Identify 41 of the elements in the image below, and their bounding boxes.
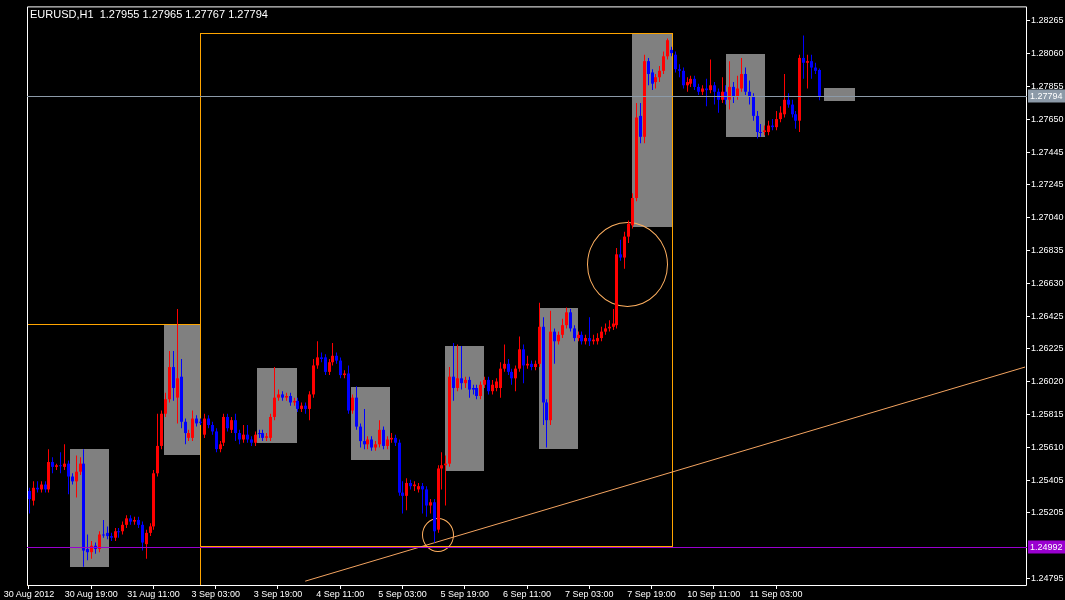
candlestick [59,452,62,474]
x-tick-label: 3 Sep 03:00 [191,588,240,599]
candlestick [460,346,463,390]
x-tick-label: 5 Sep 19:00 [440,588,490,599]
y-tick-label: 1.27445 [1031,146,1064,157]
ref-line-label: 1.27794 [1030,90,1063,101]
y-tick-label: 1.26425 [1031,310,1064,321]
x-tick-label: 7 Sep 03:00 [564,588,614,599]
candlestick [421,482,424,514]
candlestick [102,519,105,538]
y-tick-label: 1.28265 [1031,14,1064,25]
x-tick-label: 5 Sep 03:00 [378,588,427,599]
y-tick-label: 1.25405 [1031,475,1064,486]
y-tick-label: 1.27040 [1031,211,1064,222]
x-tick-label: 10 Sep 11:00 [687,588,741,599]
x-tick-label: 31 Aug 11:00 [127,588,180,599]
chart-title: EURUSD,H1 1.27955 1.27965 1.27767 1.27794 [30,7,268,20]
y-tick-label: 1.25815 [1031,409,1064,420]
y-tick-label: 1.25610 [1031,442,1064,453]
y-tick-label: 1.28060 [1031,47,1064,58]
x-tick-label: 11 Sep 03:00 [749,588,803,599]
y-tick-label: 1.27650 [1031,113,1064,124]
x-tick-label: 4 Sep 11:00 [316,588,365,599]
x-tick-label: 3 Sep 19:00 [253,588,303,599]
y-tick-label: 1.26835 [1031,244,1064,255]
candlestick [806,54,809,89]
x-tick-label: 6 Sep 11:00 [503,588,551,599]
x-tick-label: 7 Sep 19:00 [627,588,676,599]
candlestick [117,528,120,538]
y-tick-label: 1.25205 [1031,507,1064,518]
y-tick-label: 1.26630 [1031,277,1064,288]
x-tick-label: 30 Aug 19:00 [64,588,118,599]
x-tick-label: 30 Aug 2012 [3,588,55,599]
y-tick-label: 1.26225 [1031,343,1064,354]
y-tick-label: 1.26020 [1031,376,1064,387]
y-tick-label: 1.27855 [1031,80,1064,91]
candlestick [588,317,591,347]
candlestick [802,35,805,79]
y-tick-label: 1.27245 [1031,178,1064,189]
y-tick-label: 1.24795 [1031,573,1064,584]
ref-line-label: 1.24992 [1030,541,1063,552]
